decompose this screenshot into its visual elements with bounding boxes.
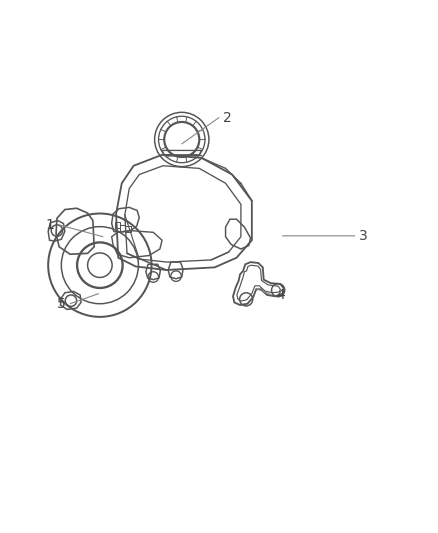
- Bar: [125, 226, 131, 232]
- Bar: [115, 222, 120, 229]
- Text: 1: 1: [46, 218, 55, 232]
- Text: 3: 3: [359, 229, 368, 243]
- Bar: [120, 225, 125, 231]
- Text: 5: 5: [57, 297, 66, 311]
- Text: 4: 4: [276, 288, 285, 302]
- Text: 2: 2: [223, 110, 232, 125]
